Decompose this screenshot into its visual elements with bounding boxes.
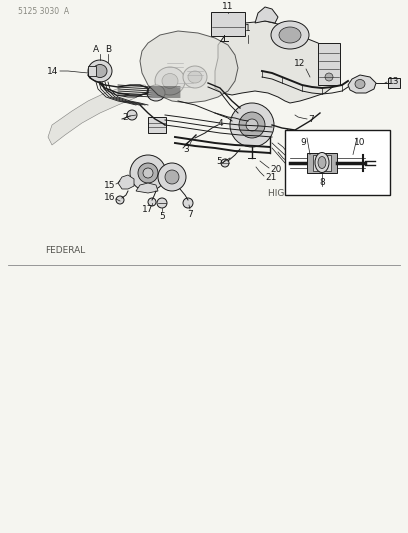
- Ellipse shape: [279, 27, 301, 43]
- Ellipse shape: [93, 64, 107, 77]
- Circle shape: [148, 198, 156, 206]
- Text: 20: 20: [270, 165, 282, 174]
- Text: 15: 15: [104, 181, 115, 190]
- Ellipse shape: [155, 67, 185, 95]
- Text: 13: 13: [388, 77, 399, 85]
- Circle shape: [158, 163, 186, 191]
- Circle shape: [143, 168, 153, 178]
- Text: HIGH ALT.: HIGH ALT.: [268, 189, 311, 198]
- Polygon shape: [136, 183, 158, 193]
- Text: 5125 3030  A: 5125 3030 A: [18, 7, 69, 16]
- Circle shape: [165, 170, 179, 184]
- Circle shape: [127, 110, 137, 120]
- Bar: [318, 43, 340, 85]
- Text: 6: 6: [301, 136, 307, 146]
- Circle shape: [239, 112, 265, 138]
- Ellipse shape: [147, 85, 165, 101]
- Ellipse shape: [315, 152, 329, 173]
- Ellipse shape: [271, 21, 309, 49]
- Polygon shape: [215, 21, 338, 103]
- Text: 9: 9: [300, 138, 306, 147]
- Ellipse shape: [162, 74, 178, 88]
- Circle shape: [230, 103, 274, 147]
- Text: B: B: [105, 45, 111, 54]
- FancyBboxPatch shape: [211, 12, 245, 36]
- Circle shape: [138, 163, 158, 183]
- Bar: [313, 155, 331, 171]
- Polygon shape: [118, 175, 134, 189]
- Text: 12: 12: [294, 59, 305, 68]
- Polygon shape: [140, 31, 238, 103]
- Text: 21: 21: [265, 173, 276, 182]
- Text: 19: 19: [288, 157, 299, 166]
- Bar: [88, 66, 96, 76]
- Text: 10: 10: [354, 138, 366, 147]
- Circle shape: [116, 196, 124, 204]
- Text: 18: 18: [288, 149, 299, 157]
- Circle shape: [246, 119, 258, 131]
- Text: 5: 5: [216, 157, 222, 166]
- Circle shape: [183, 198, 193, 208]
- Text: 7: 7: [187, 210, 193, 219]
- Bar: [307, 152, 337, 173]
- Polygon shape: [48, 85, 148, 145]
- Ellipse shape: [355, 79, 365, 88]
- Text: 17: 17: [142, 205, 154, 214]
- Ellipse shape: [183, 66, 207, 88]
- Circle shape: [157, 198, 167, 208]
- Bar: [148, 117, 166, 133]
- Ellipse shape: [188, 71, 202, 83]
- Bar: [388, 78, 400, 88]
- Text: 14: 14: [47, 67, 58, 76]
- Circle shape: [325, 73, 333, 81]
- Text: 3: 3: [183, 145, 189, 154]
- Text: 4: 4: [217, 118, 223, 127]
- Ellipse shape: [88, 60, 112, 82]
- Text: 7: 7: [308, 116, 314, 125]
- Polygon shape: [255, 7, 278, 23]
- Text: 11: 11: [222, 2, 234, 11]
- Text: A: A: [93, 45, 99, 54]
- Text: FEDERAL: FEDERAL: [45, 246, 85, 255]
- Text: 5: 5: [159, 212, 165, 221]
- Text: 2: 2: [122, 112, 128, 122]
- Circle shape: [130, 155, 166, 191]
- Text: 16: 16: [104, 193, 115, 203]
- Polygon shape: [348, 75, 376, 93]
- Text: 8: 8: [319, 178, 325, 187]
- Ellipse shape: [318, 157, 326, 168]
- Bar: [285, 130, 390, 195]
- Circle shape: [221, 159, 229, 167]
- Text: 1: 1: [245, 24, 251, 33]
